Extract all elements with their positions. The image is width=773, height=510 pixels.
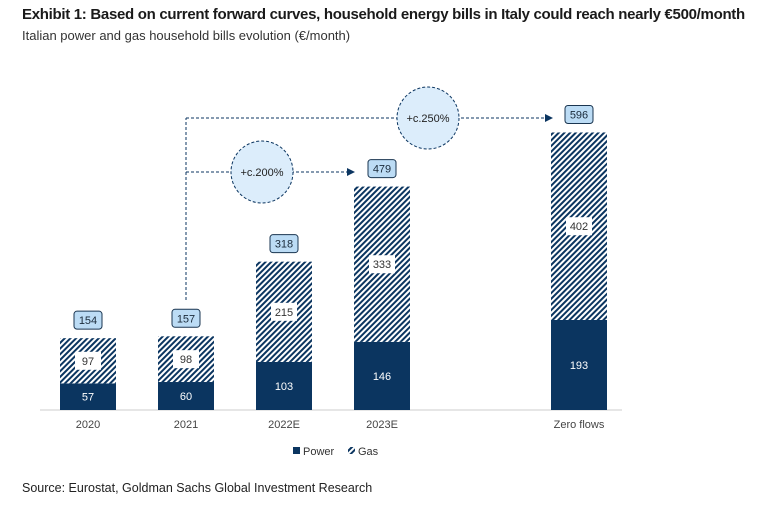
x-tick-label: 2023E (366, 419, 398, 431)
total-value-label: 318 (275, 239, 293, 251)
power-value-label: 103 (275, 381, 293, 393)
gas-value-label: 402 (570, 221, 588, 233)
bar-power (158, 382, 214, 410)
bar-power (256, 361, 312, 410)
total-box (269, 234, 299, 254)
annotation-circle (230, 140, 294, 204)
total-value-label: 154 (79, 315, 97, 327)
chart-subtitle: Italian power and gas household bills ev… (22, 28, 351, 43)
x-tick-label: 2022E (268, 419, 300, 431)
annotation-label: +c.250% (406, 113, 449, 125)
annotation-circle (396, 86, 460, 150)
total-value-label: 157 (177, 313, 195, 325)
bar-power (551, 319, 607, 410)
total-value-label: 596 (570, 109, 588, 121)
gas-label-bg (75, 351, 101, 370)
bar-power (60, 383, 116, 410)
power-value-label: 193 (570, 360, 588, 372)
power-value-label: 146 (373, 371, 391, 383)
gas-value-label: 97 (82, 356, 94, 368)
bar-power (354, 341, 410, 410)
annotation-label: +c.200% (240, 167, 283, 179)
x-tick-label: 2020 (76, 419, 100, 431)
total-box (564, 104, 594, 124)
total-box (367, 159, 397, 179)
legend-label-power: Power (303, 446, 335, 458)
x-tick-label: Zero flows (554, 419, 605, 431)
x-tick-label: 2021 (174, 419, 198, 431)
power-value-label: 57 (82, 392, 94, 404)
total-box (73, 310, 103, 330)
gas-label-bg (271, 302, 297, 321)
gas-value-label: 98 (180, 354, 192, 366)
legend-swatch-gas (348, 447, 355, 454)
legend-swatch-power (293, 447, 300, 454)
gas-label-bg (566, 217, 592, 236)
chart-title: Exhibit 1: Based on current forward curv… (22, 6, 745, 23)
gas-value-label: 215 (275, 307, 293, 319)
source-note: Source: Eurostat, Goldman Sachs Global I… (22, 481, 373, 495)
power-value-label: 60 (180, 391, 192, 403)
gas-label-bg (173, 350, 199, 369)
legend-label-gas: Gas (358, 446, 379, 458)
total-box (171, 308, 201, 328)
gas-value-label: 333 (373, 259, 391, 271)
total-value-label: 479 (373, 164, 391, 176)
chart-header: Exhibit 1: Based on current forward curv… (22, 6, 762, 44)
gas-label-bg (369, 255, 395, 274)
